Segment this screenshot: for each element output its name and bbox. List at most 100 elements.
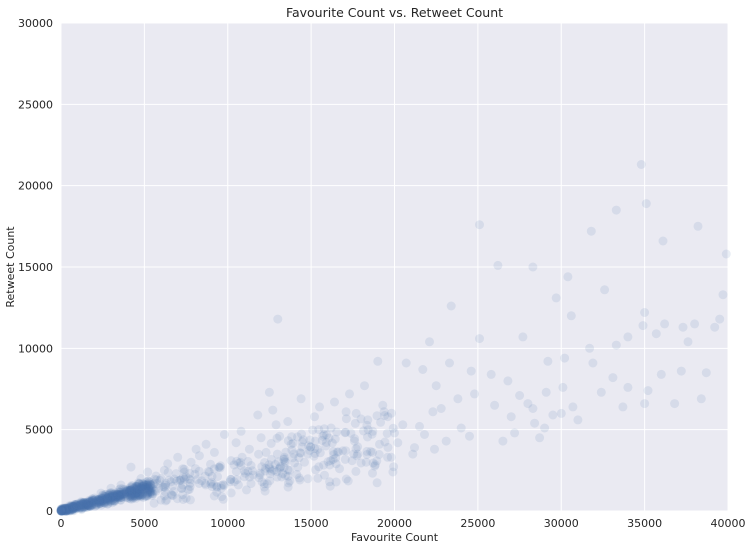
scatter-point-dense-24 [141,484,151,494]
scatter-point-121 [61,504,71,514]
scatter-point-mid-224 [267,466,276,476]
scatter-point-dense-442 [134,490,144,500]
scatter-point-dense-429 [131,488,141,498]
scatter-point-dense-405 [113,487,123,497]
scatter-point-mid-50 [266,438,276,448]
scatter-point-mid-31 [326,456,336,466]
scatter-point-mid-160 [370,461,380,471]
scatter-point-dense-97 [61,503,71,513]
scatter-point-dense-300 [117,490,126,500]
scatter-point-dense-451 [67,501,77,511]
scatter-point-dense-155 [65,503,75,512]
scatter-point-dense-486 [75,502,85,512]
scatter-point-dense-478 [103,496,113,505]
scatter-point-dense-484 [68,502,78,512]
scatter-point-mid-164 [310,444,320,453]
scatter-point-dense-528 [84,497,94,507]
scatter-point-mid-148 [151,486,161,496]
scatter-point-mid-39 [272,433,282,443]
scatter-point-dense-23 [95,495,105,505]
scatter-point-mid-177 [297,437,307,447]
scatter-point-dense-391 [87,498,97,508]
scatter-point-dense-170 [133,485,143,494]
scatter-point-dense-341 [146,480,156,490]
scatter-point-mid-35 [245,472,255,482]
scatter-point-mid-41 [229,477,239,487]
scatter-point-28 [683,337,693,347]
scatter-point-dense-218 [121,486,131,496]
scatter-point-dense-99 [88,496,98,505]
scatter-point-mid-235 [169,474,179,484]
scatter-point-dense-477 [62,505,72,515]
scatter-point-mid-29 [368,468,377,478]
scatter-point-mid-213 [285,465,294,475]
scatter-point-dense-318 [129,490,139,500]
scatter-point-dense-326 [61,505,71,515]
scatter-point-dense-363 [61,506,71,516]
scatter-point-mid-33 [145,486,155,495]
scatter-point-mid-203 [380,411,390,420]
scatter-point-36 [676,366,686,376]
scatter-point-dense-355 [97,493,107,502]
scatter-point-mid-44 [260,486,270,496]
scatter-point-95 [219,430,229,439]
scatter-point-dense-91 [134,479,144,489]
scatter-point-dense-190 [114,485,124,495]
scatter-point-dense-585 [61,504,71,514]
scatter-point-mid-85 [325,477,335,487]
scatter-point-dense-420 [134,490,143,500]
scatter-point-dense-80 [65,505,75,515]
scatter-point-dense-564 [61,503,71,513]
scatter-point-mid-132 [323,457,333,467]
y-tick-label-6: 30000 [18,17,53,30]
scatter-point-mid-143 [388,423,398,433]
scatter-point-mid-119 [273,457,283,467]
scatter-point-dense-408 [132,487,142,497]
scatter-point-dense-561 [95,499,105,509]
scatter-point-mid-167 [190,469,200,479]
scatter-point-dense-274 [95,497,105,507]
scatter-point-12 [600,285,610,295]
scatter-point-8 [493,260,503,270]
scatter-point-dense-16 [137,491,147,501]
scatter-point-dense-424 [103,493,113,503]
scatter-point-dense-114 [103,499,113,509]
scatter-point-mid-42 [331,477,341,487]
scatter-point-122 [253,410,263,420]
scatter-point-mid-182 [275,463,285,473]
scatter-point-mid-109 [285,476,295,486]
scatter-point-86 [350,436,359,446]
scatter-point-85 [368,426,378,436]
scatter-points [56,160,731,516]
scatter-point-mid-20 [216,461,225,471]
scatter-point-144 [353,449,363,459]
scatter-point-dense-467 [108,492,118,502]
scatter-point-15 [446,301,456,311]
scatter-point-dense-432 [75,500,85,510]
scatter-point-dense-554 [145,481,155,491]
scatter-point-dense-403 [112,489,122,499]
scatter-point-dense-147 [65,502,75,512]
scatter-point-dense-369 [94,494,104,504]
scatter-point-mid-25 [331,453,341,463]
scatter-point-dense-17 [79,497,89,507]
scatter-point-dense-289 [131,483,141,493]
scatter-point-dense-186 [126,485,136,495]
scatter-point-dense-406 [57,506,66,516]
scatter-point-dense-520 [96,497,105,506]
scatter-point-dense-350 [135,485,145,495]
scatter-point-dense-151 [111,490,121,500]
scatter-point-dense-552 [132,481,141,491]
scatter-point-mid-40 [324,433,334,443]
scatter-point-mid-227 [281,470,290,480]
scatter-point-mid-24 [309,451,319,461]
scatter-point-dense-90 [110,490,120,499]
scatter-point-mid-114 [209,491,219,501]
scatter-point-dense-302 [145,489,155,499]
scatter-point-mid-66 [257,477,267,487]
scatter-point-102 [163,459,173,469]
scatter-point-dense-247 [88,495,98,505]
scatter-point-mid-105 [382,428,392,438]
scatter-point-113 [101,491,111,501]
scatter-point-dense-102 [102,494,112,504]
